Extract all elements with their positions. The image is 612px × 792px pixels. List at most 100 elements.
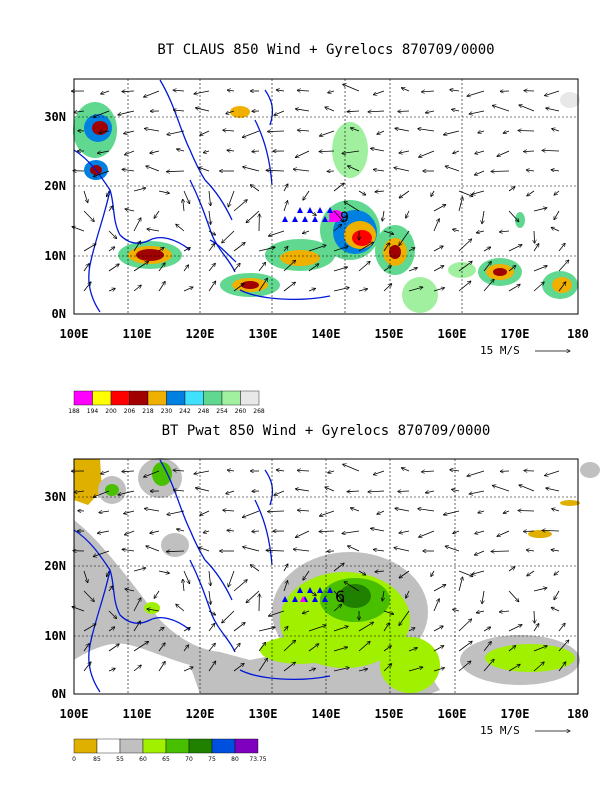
wind-vector: [474, 170, 485, 175]
wind-vector: [333, 183, 344, 192]
wind-vector: [233, 643, 240, 652]
colorbar-swatch: [92, 390, 112, 406]
wind-vector: [508, 567, 515, 572]
wind-vector: [319, 531, 335, 532]
wind-vector: [458, 619, 472, 632]
wind-vector: [150, 151, 160, 153]
wind-vector: [122, 91, 135, 92]
wind-vector: [108, 288, 115, 291]
wind-vector: [173, 490, 185, 491]
wind-vector: [508, 284, 520, 292]
colorbar-label: 60: [139, 756, 147, 763]
wind-vector: [258, 262, 266, 272]
wind-vector: [533, 624, 539, 632]
wind-vector: [222, 610, 235, 623]
wind-vector: [243, 167, 260, 172]
wind-vector: [303, 570, 310, 580]
wind-vector: [444, 510, 460, 515]
wind-vector: [276, 90, 285, 91]
wind-vector: [93, 550, 110, 557]
wind-vector: [483, 247, 491, 252]
wind-vector: [453, 151, 460, 154]
wind-vector: [268, 131, 285, 132]
wind-vector: [558, 260, 569, 272]
wind-vector: [108, 610, 117, 619]
wind-vector: [524, 151, 535, 152]
wind-vector: [283, 626, 288, 632]
wind-vector: [551, 607, 560, 612]
wind-vector: [93, 490, 110, 497]
wind-vector: [308, 644, 319, 652]
xtick-label: 110E: [123, 327, 152, 341]
wind-vector: [533, 282, 544, 292]
wind-vector: [452, 489, 460, 491]
wind-vector: [167, 510, 185, 515]
colorbar-swatch: [147, 390, 167, 406]
wind-vector: [133, 665, 141, 672]
wind-vector: [347, 491, 360, 492]
wind-vector: [83, 264, 89, 272]
wind-vector: [333, 210, 344, 222]
wind-vector: [558, 282, 566, 292]
wind-vector: [154, 590, 160, 598]
wind-vector: [199, 547, 210, 552]
wind-vector: [122, 169, 135, 171]
wind-vector: [268, 511, 285, 512]
wind-vector: [433, 288, 445, 292]
wind-vector: [122, 549, 135, 551]
wind-vector: [108, 668, 115, 671]
wind-vector: [295, 109, 310, 112]
colorbar-swatch: [184, 390, 204, 406]
wind-vector: [227, 90, 235, 91]
wind-vector: [144, 129, 160, 132]
wind-vector: [383, 243, 389, 252]
wind-vector: [302, 611, 310, 614]
colorbar: 188 194 200 206 218 230 242 248 254 260 268: [68, 390, 265, 415]
wind-vector: [491, 171, 510, 172]
wind-vector: [399, 230, 410, 246]
wind-vector: [433, 585, 446, 592]
wind-vector: [118, 110, 135, 115]
wind-vector: [554, 190, 560, 195]
wind-vector: [382, 590, 384, 601]
wind-vector: [408, 667, 423, 672]
xtick-label: 150E: [375, 707, 404, 721]
wind-vector: [333, 626, 348, 632]
wind-vector: [450, 470, 460, 471]
wind-vector: [333, 605, 342, 612]
wind-vector: [395, 508, 410, 512]
wind-vector: [209, 210, 211, 224]
wind-vector: [358, 641, 370, 652]
wind-vector: [551, 227, 560, 232]
wind-vector: [133, 241, 140, 252]
ytick-label: 30N: [44, 490, 66, 504]
wind-vector: [534, 230, 535, 243]
colorbar-swatch: [73, 738, 98, 754]
wind-vector: [444, 130, 460, 135]
wind-vector: [377, 510, 385, 514]
wind-vector: [375, 191, 385, 192]
ytick-label: 20N: [44, 179, 66, 193]
wind-vector: [499, 231, 510, 232]
colorbar-label: 260: [235, 408, 247, 415]
wind-vector: [491, 551, 510, 552]
wind-vector: [545, 470, 560, 476]
wind-vector: [551, 170, 560, 171]
wind-vector: [83, 644, 89, 652]
wind-vector: [483, 262, 491, 272]
wind-vector: [208, 661, 216, 672]
wind-vector: [83, 624, 96, 632]
wind-vector: [433, 219, 439, 232]
storm-symbol: 6: [335, 587, 345, 606]
wind-vector: [478, 131, 485, 133]
wind-vector: [196, 488, 210, 492]
wind-vector: [347, 111, 360, 112]
wind-vector: [74, 111, 85, 112]
wind-vector: [483, 627, 491, 632]
wind-vector: [274, 110, 285, 115]
wind-vector: [482, 590, 484, 604]
wind-vector: [99, 511, 110, 513]
wind-vector: [554, 590, 560, 600]
wind-vector: [328, 471, 335, 473]
colorbar-swatch: [129, 390, 149, 406]
